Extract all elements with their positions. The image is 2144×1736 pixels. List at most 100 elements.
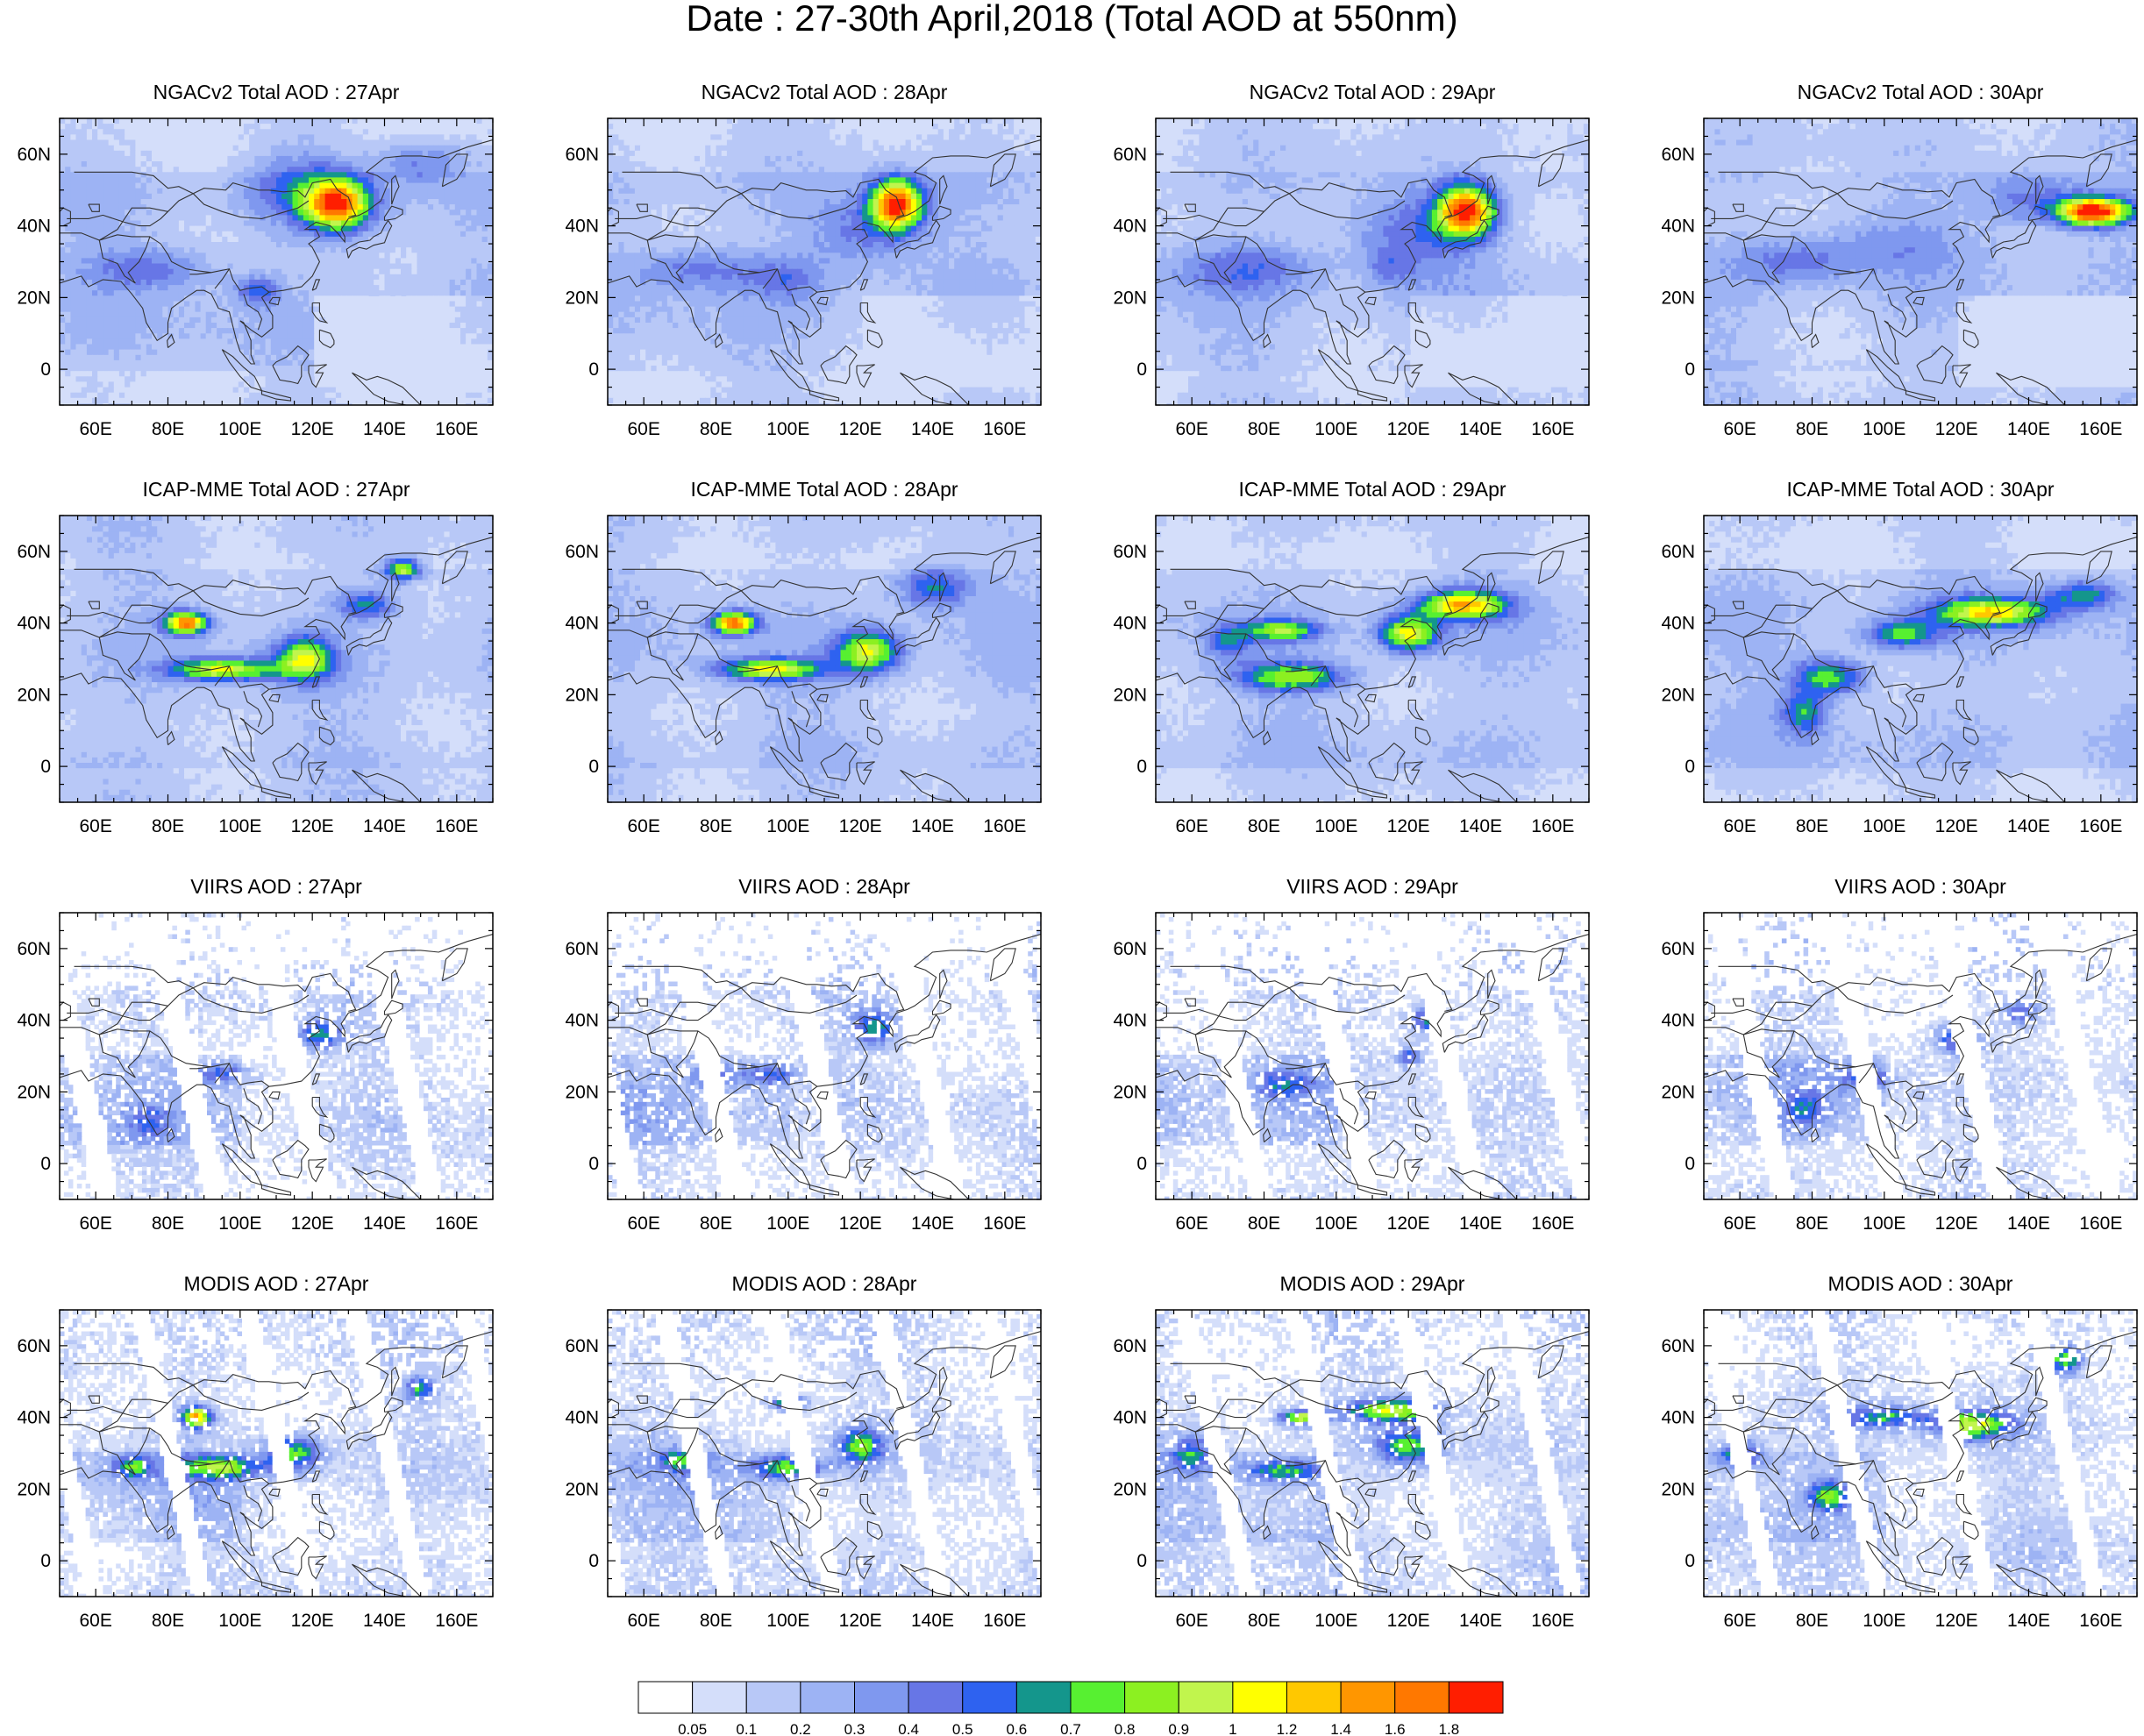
lat-tick-label: 60N [17,1336,51,1356]
aod-field [1704,1310,2142,1598]
lat-tick-label: 0 [1685,359,1695,380]
lon-tick-label: 140E [1459,1611,1502,1631]
lon-tick-label: 140E [911,1611,954,1631]
aod-field [608,516,1042,807]
lon-tick-label: 160E [435,1213,478,1234]
lon-tick-label: 60E [1175,816,1207,836]
lon-tick-label: 160E [1531,816,1574,836]
lon-tick-label: 80E [700,1611,732,1631]
lat-tick-label: 20N [1661,685,1695,705]
panel-title: NGACv2 Total AOD : 30Apr [1605,82,2144,103]
lon-tick-label: 160E [2079,419,2122,439]
lat-tick-label: 0 [588,1154,599,1174]
lon-tick-label: 80E [700,1213,732,1234]
lon-tick-label: 60E [627,816,659,836]
lon-tick-label: 80E [152,816,184,836]
panel-title: ICAP-MME Total AOD : 27Apr [0,479,592,500]
lon-tick-label: 100E [1863,816,1905,836]
aod-field [608,1310,1046,1598]
aod-field [1704,516,2138,807]
lat-tick-label: 20N [1113,685,1147,705]
colorbar-swatch [693,1682,747,1713]
colorbar-swatch [855,1682,909,1713]
colorbar-swatch [1287,1682,1342,1713]
colorbar-swatch [1233,1682,1287,1713]
colorbar-swatch [1016,1682,1071,1713]
colorbar-swatch [1449,1682,1503,1713]
lon-tick-label: 120E [291,1611,334,1631]
lon-tick-label: 120E [1387,1213,1430,1234]
lon-tick-label: 80E [700,816,732,836]
colorbar-swatch [1341,1682,1395,1713]
lat-tick-label: 20N [1661,1479,1695,1499]
colorbar-swatch [1395,1682,1450,1713]
panel-title: VIIRS AOD : 29Apr [1057,876,1688,897]
lat-tick-label: 40N [1113,614,1147,634]
lon-tick-label: 100E [1314,1213,1357,1234]
lon-tick-label: 160E [2079,1611,2122,1631]
aod-field [60,118,494,409]
lat-tick-label: 0 [1685,757,1695,777]
figure-title: Date : 27-30th April,2018 (Total AOD at … [0,0,2144,37]
lat-tick-label: 0 [1136,1154,1147,1174]
lon-tick-label: 140E [363,419,406,439]
colorbar-swatch [963,1682,1017,1713]
panel-title: VIIRS AOD : 27Apr [0,876,592,897]
lon-tick-label: 140E [911,419,954,439]
lat-tick-label: 40N [1113,217,1147,237]
lon-tick-label: 120E [1935,1213,1978,1234]
lon-tick-label: 160E [1531,1611,1574,1631]
lon-tick-label: 60E [79,1213,111,1234]
lon-tick-label: 60E [1723,1611,1756,1631]
lon-tick-label: 80E [152,1611,184,1631]
aod-field [1704,913,2142,1201]
aod-field [60,516,494,807]
lon-tick-label: 60E [1175,419,1207,439]
lon-tick-label: 80E [152,419,184,439]
lon-tick-label: 140E [911,1213,954,1234]
lat-tick-label: 40N [1661,1011,1695,1031]
lat-tick-label: 60N [565,939,599,959]
lon-tick-label: 80E [1796,816,1828,836]
lon-tick-label: 140E [2007,816,2050,836]
panel-title: ICAP-MME Total AOD : 28Apr [509,479,1140,500]
lon-tick-label: 100E [1863,1611,1905,1631]
lat-tick-label: 40N [565,1408,599,1428]
lat-tick-label: 60N [1113,542,1147,562]
lon-tick-label: 100E [766,1213,809,1234]
lon-tick-label: 80E [1248,1611,1280,1631]
panel-title: ICAP-MME Total AOD : 29Apr [1057,479,1688,500]
lat-tick-label: 60N [1113,939,1147,959]
lon-tick-label: 160E [2079,816,2122,836]
colorbar-label: 0.4 [898,1721,919,1736]
colorbar-swatch [1179,1682,1233,1713]
lon-tick-label: 160E [435,816,478,836]
lon-tick-label: 80E [1796,1213,1828,1234]
lat-tick-label: 20N [17,1479,51,1499]
lat-tick-label: 40N [1661,1408,1695,1428]
panel-title: NGACv2 Total AOD : 27Apr [0,82,592,103]
colorbar-label: 0.05 [678,1721,707,1736]
colorbar-label: 1.4 [1330,1721,1351,1736]
aod-field [60,913,498,1201]
lon-tick-label: 120E [291,816,334,836]
lon-tick-label: 140E [363,1611,406,1631]
aod-field [1156,118,1590,409]
lat-tick-label: 0 [588,757,599,777]
lat-tick-label: 60N [17,542,51,562]
aod-field [1156,913,1594,1201]
lon-tick-label: 120E [839,816,882,836]
aod-field [608,913,1046,1201]
lat-tick-label: 20N [565,1082,599,1102]
lon-tick-label: 120E [839,419,882,439]
lon-tick-label: 120E [1935,419,1978,439]
aod-field [1704,118,2138,409]
colorbar-swatch [1071,1682,1125,1713]
lon-tick-label: 140E [1459,419,1502,439]
lat-tick-label: 20N [17,288,51,308]
lon-tick-label: 120E [291,419,334,439]
